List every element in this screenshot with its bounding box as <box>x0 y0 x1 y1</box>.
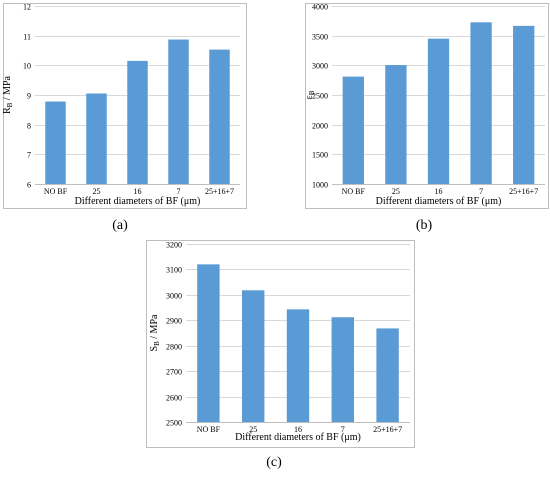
bar-0 <box>197 264 220 422</box>
bar-0 <box>45 101 66 184</box>
x-tick-label: 7 <box>341 425 345 434</box>
y-tick-label: 11 <box>23 33 31 42</box>
chart-svg-b: 1000 1500 2000 2500 3000 3500 4000 NO BF 25 16 7 25… <box>304 3 549 209</box>
bar-4 <box>209 49 230 184</box>
y-tick-label: 9 <box>27 92 31 101</box>
x-tick-label: 7 <box>479 187 483 196</box>
y-tick-label: 1000 <box>312 181 328 190</box>
y-tick-label: 2600 <box>166 394 182 403</box>
y-tick-label: 2700 <box>166 368 182 377</box>
panel-label-a: (a) <box>112 218 128 233</box>
chart-svg-a: 6 7 8 9 10 11 12 NO BF 25 16 7 25+16+7 Different dia… <box>2 3 247 209</box>
y-tick-label: 8 <box>27 122 31 131</box>
x-tick-label: 25 <box>392 187 400 196</box>
chart-panel-c: 2500 2600 2700 2800 2900 3000 3100 3200 NO BF 25 1… <box>140 237 420 457</box>
x-tick-label: 7 <box>177 187 181 196</box>
panel-label-c: (c) <box>266 455 282 470</box>
x-axis-title: Different diameters of BF (μm) <box>75 196 201 207</box>
y-tick-label: 2000 <box>312 122 328 131</box>
y-tick-label: 3000 <box>312 62 328 71</box>
y-tick-label: 3000 <box>166 292 182 301</box>
chart-frame <box>3 3 247 209</box>
y-tick-label: 2800 <box>166 343 182 352</box>
x-tick-label: 25+16+7 <box>205 187 234 196</box>
panel-label-b: (b) <box>415 218 433 233</box>
y-tick-label: 3500 <box>312 33 328 42</box>
y-axis-title: εB <box>304 90 316 99</box>
x-tick-label: 16 <box>435 187 443 196</box>
bar-2 <box>427 38 450 185</box>
y-tick-label: 2500 <box>166 419 182 428</box>
bar-4 <box>376 328 399 422</box>
x-tick-label: NO BF <box>197 425 221 434</box>
y-tick-label: 12 <box>23 3 31 12</box>
bar-3 <box>470 22 492 184</box>
bar-2 <box>286 309 310 422</box>
x-tick-label: NO BF <box>342 187 366 196</box>
bar-1 <box>242 290 265 422</box>
y-tick-label: 3100 <box>166 266 182 275</box>
chart-frame <box>146 240 415 448</box>
y-axis-title: SB / MPa <box>149 314 161 351</box>
x-axis-title: Different diameters of BF (μm) <box>376 196 502 207</box>
x-tick-label: 16 <box>294 425 302 434</box>
bar-3 <box>168 39 189 185</box>
y-tick-label: 4000 <box>312 3 328 12</box>
x-tick-label: NO BF <box>44 187 68 196</box>
y-axis-title: RB / MPa <box>2 75 14 114</box>
bar-1 <box>86 93 107 184</box>
chart-svg-c: 2500 2600 2700 2800 2900 3000 3100 3200 NO BF 25 1… <box>146 240 415 448</box>
x-tick-label: 25+16+7 <box>509 187 538 196</box>
bar-2 <box>127 60 148 185</box>
y-tick-label: 10 <box>23 62 31 71</box>
x-tick-label: 25 <box>249 425 257 434</box>
bar-1 <box>385 65 407 184</box>
y-tick-label: 2900 <box>166 317 182 326</box>
bar-4 <box>513 25 535 185</box>
chart-panel-b: 1000 1500 2000 2500 3000 3500 4000 NO BF 25 16 7 25… <box>275 0 550 240</box>
y-tick-label: 2500 <box>312 92 328 101</box>
x-tick-label: 25 <box>93 187 101 196</box>
bar-3 <box>331 317 354 422</box>
x-axis-title: Different diameters of BF (μm) <box>235 432 361 443</box>
bar-0 <box>342 76 364 184</box>
x-tick-label: 25+16+7 <box>373 425 402 434</box>
y-tick-label: 6 <box>27 181 31 190</box>
y-tick-label: 7 <box>27 151 31 160</box>
y-tick-label: 1500 <box>312 151 328 160</box>
chart-panel-a: 6 7 8 9 10 11 12 NO BF 25 16 7 25+16+7 Different dia… <box>0 0 275 240</box>
y-tick-label: 3200 <box>166 241 182 250</box>
chart-frame <box>305 3 549 209</box>
x-tick-label: 16 <box>134 187 142 196</box>
